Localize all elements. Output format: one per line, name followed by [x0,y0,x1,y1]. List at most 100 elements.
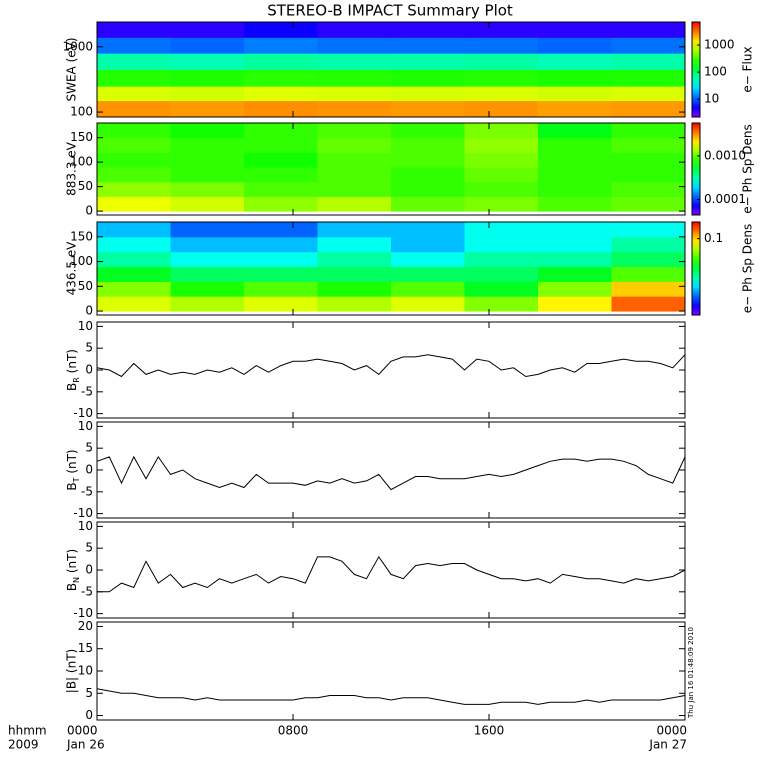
heatmap-cell [538,22,612,38]
heatmap-cell [317,167,392,183]
colorbar [691,221,701,316]
heatmap-cell [317,196,392,212]
heatmap-cell [97,196,171,212]
heatmap-cell [538,266,612,282]
heatmap-cell [244,196,318,212]
y-tick-label: 5 [85,686,93,700]
colorbar-tick-label: 10 [704,92,719,106]
heatmap-cell [170,37,245,54]
heatmap-cell [317,281,392,297]
heatmap-cell [464,181,539,197]
heatmap-cell [97,86,171,102]
heatmap-cell [538,53,612,70]
heatmap-cell [464,137,539,153]
y-tick-label: 150 [70,229,93,243]
heatmap-cell [464,86,539,102]
y-tick-label: 0 [85,463,93,477]
heatmap-cell [244,152,318,168]
heatmap-cell [97,236,171,253]
colorbar [691,21,701,118]
y-axis-label-part: T [72,477,81,483]
x-tick-label: 1600 [474,724,505,738]
heatmap-cell [611,53,686,70]
heatmap-cell [464,100,539,118]
y-tick-label: -5 [81,584,93,598]
heatmap-cell [464,296,539,312]
heatmap-cell [317,152,392,168]
heatmap-cell [538,86,612,102]
heatmap-cell [391,196,465,212]
y-axis-label-part: B [65,383,79,391]
heatmap-cell [317,236,392,253]
heatmap-cell [464,37,539,54]
heatmap-cell [464,196,539,212]
heatmap-cell [391,296,465,312]
y-axis-label-part: (nT) [65,549,79,577]
heatmap-cell [317,181,392,197]
colorbar-label: e− Flux [741,46,755,92]
heatmap-cell [317,137,392,153]
heatmap-cell [611,296,686,312]
y-tick-label: 100 [70,254,93,268]
y-tick-label: 0 [85,708,93,722]
heatmap-cell [538,296,612,312]
colorbar-tick-label: 0.1 [704,231,723,245]
heatmap-cell [170,251,245,268]
y-tick-label: 100 [70,155,93,169]
heatmap-cell [611,266,686,282]
heatmap-cell [464,167,539,183]
y-tick-label: 0 [85,363,93,377]
heatmap-cell [464,22,539,38]
y-tick-label: 0 [85,563,93,577]
data-line [96,455,686,491]
panel-frame [96,421,686,519]
panel-frame [96,122,686,216]
heatmap-cell [538,69,612,87]
colorbar [691,122,701,216]
panel-frame [96,21,686,118]
y-tick-label: -5 [81,484,93,498]
colorbar-tick-label: 100 [704,65,727,79]
heatmap-cell [97,123,171,139]
heatmap-cell [391,100,465,118]
y-tick-label: -10 [73,406,93,420]
colorbar-tick-label: 0.0010 [704,148,746,162]
y-axis-label-part: (nT) [65,449,79,477]
heatmap-cell [538,181,612,197]
heatmap-cell [391,123,465,139]
heatmap-cell [317,22,392,38]
colorbar-label: e− Ph Sp Dens [741,124,755,213]
heatmap-cell [317,123,392,139]
heatmap-cell [538,251,612,268]
y-axis-label: 436.5 eV [65,241,79,296]
y-tick-label: -10 [73,606,93,620]
heatmap-cell [97,37,171,54]
y-axis-label-part: B [65,482,79,490]
timestamp: Thu Jan 16 01:48:09 2010 [687,627,695,719]
heatmap-cell [244,137,318,153]
heatmap-cell [391,53,465,70]
heatmap-cell [391,69,465,87]
heatmap-cell [170,281,245,297]
heatmap-cell [317,86,392,102]
heatmap-cell [244,167,318,183]
heatmap-cell [464,123,539,139]
heatmap-cell [611,123,686,139]
y-tick-label: 20 [78,619,93,633]
y-tick-label: 5 [85,441,93,455]
y-axis-label: |B| (nT) [65,649,79,693]
data-line [96,688,686,705]
x-date-label: Jan 27 [648,738,687,752]
y-tick-label: 10 [78,319,93,333]
y-axis-label: SWEA (eV) [65,37,79,101]
y-tick-label: 5 [85,541,93,555]
heatmap-cell [538,222,612,238]
heatmap-cell [317,53,392,70]
heatmap-cell [464,236,539,253]
heatmap-cell [464,222,539,238]
heatmap-cell [391,152,465,168]
heatmap-cell [391,222,465,238]
heatmap-cell [170,53,245,70]
heatmap-cell [317,69,392,87]
heatmap-cell [244,236,318,253]
